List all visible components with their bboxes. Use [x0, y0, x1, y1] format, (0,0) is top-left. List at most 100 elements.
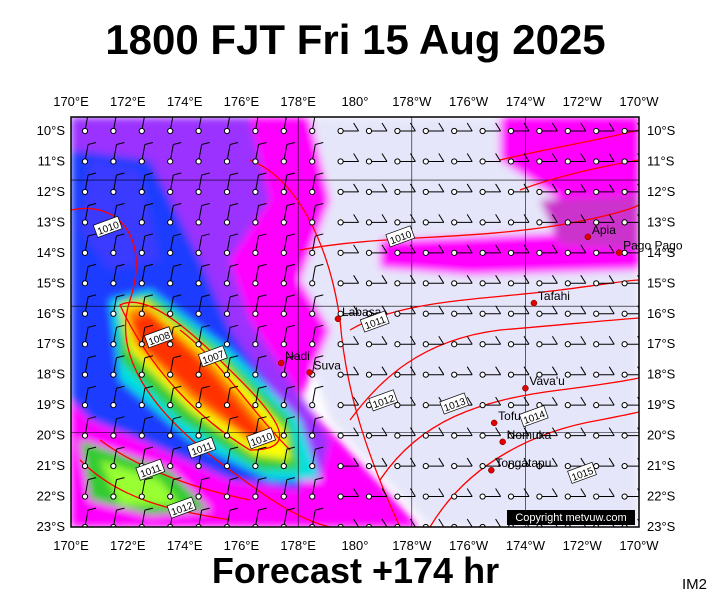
isobars: [71, 129, 639, 527]
wind-barb: [81, 172, 97, 196]
wind-barb: [451, 275, 473, 287]
place-name: Suva: [314, 358, 342, 372]
lon-label: 180°: [342, 94, 369, 109]
lon-label: 178°W: [392, 538, 432, 553]
wind-barb: [422, 183, 445, 196]
wind-barb: [195, 416, 210, 439]
wind-barb: [394, 305, 416, 317]
wind-barb: [451, 244, 473, 256]
wind-barb: [81, 355, 97, 378]
isobar-line: [379, 377, 639, 481]
wind-barb: [138, 324, 153, 348]
lat-label-right: 16°S: [647, 306, 676, 321]
place-name: Tafahi: [538, 289, 570, 303]
wind-barb: [536, 244, 558, 256]
wind-barb: [536, 122, 558, 135]
wind-barb: [223, 385, 239, 409]
wind-barb: [167, 117, 174, 135]
wind-barb: [167, 416, 182, 439]
wind-barb: [365, 488, 388, 500]
wind-barb: [167, 446, 182, 470]
place-marker: Vava'u: [522, 374, 565, 392]
wind-barb: [223, 202, 239, 226]
wind-barb: [451, 214, 473, 226]
wind-barb: [309, 385, 324, 409]
wind-barb: [337, 183, 360, 196]
wind-barb: [593, 122, 615, 135]
wind-barb: [422, 153, 445, 165]
wind-barb: [564, 427, 587, 439]
place-marker: Apia: [584, 223, 616, 241]
wind-barb: [280, 233, 295, 256]
wind-barb: [337, 122, 360, 135]
isobar-line: [349, 279, 639, 331]
wind-barb: [394, 366, 416, 378]
wind-barb: [167, 385, 182, 409]
wind-barb: [365, 457, 388, 470]
wind-barb: [536, 366, 558, 378]
lat-label-right: 19°S: [647, 397, 676, 412]
lat-label-left: 13°S: [37, 214, 66, 229]
place-name: Vava'u: [529, 374, 564, 388]
wind-barb: [394, 122, 416, 135]
wind-barb: [337, 457, 360, 470]
lon-label: 178°E: [280, 538, 316, 553]
place-name: Nadi: [285, 349, 310, 363]
wind-barb: [451, 122, 473, 135]
wind-barb: [394, 244, 416, 256]
wind-barb: [394, 153, 416, 165]
wind-barb: [110, 416, 125, 439]
wind-barb: [280, 202, 295, 226]
wind-barb: [451, 183, 473, 196]
lat-label-right: 13°S: [647, 214, 676, 229]
wind-barb: [365, 244, 388, 256]
wind-barb: [564, 275, 587, 287]
wind-barb: [422, 214, 445, 226]
wind-barb: [138, 477, 153, 500]
lat-label-left: 19°S: [37, 397, 66, 412]
wind-barb: [394, 335, 416, 348]
wind-barb: [394, 457, 416, 470]
wind-barb: [167, 172, 182, 196]
wind-barb: [593, 366, 615, 378]
wind-barb: [479, 335, 502, 348]
lat-label-right: 10°S: [647, 123, 676, 138]
wind-barb: [365, 366, 388, 378]
wind-barb: [451, 305, 473, 317]
wind-barb: [593, 244, 615, 256]
wind-barb: [252, 385, 267, 409]
wind-barb: [252, 355, 267, 378]
wind-barb: [451, 427, 473, 439]
isobar-line: [179, 329, 291, 451]
wind-barb: [138, 385, 153, 409]
wind-barb: [110, 233, 125, 256]
place-name: Apia: [592, 223, 616, 237]
wind-barb: [280, 416, 295, 439]
wind-barb: [337, 427, 360, 439]
wind-barb: [337, 335, 360, 348]
wind-barb: [365, 122, 388, 135]
isobar-line: [119, 301, 281, 451]
lon-label: 176°E: [224, 538, 260, 553]
wind-barb: [81, 446, 97, 470]
wind-barb: [223, 355, 239, 378]
wind-barb: [451, 366, 473, 378]
lat-label-left: 20°S: [37, 428, 66, 443]
wind-barb: [309, 172, 324, 196]
wind-barb: [280, 117, 287, 135]
lat-label-left: 16°S: [37, 306, 66, 321]
wind-barb: [593, 427, 615, 439]
wind-barb: [309, 477, 324, 500]
wind-barb: [479, 427, 502, 439]
wind-barb: [195, 117, 202, 135]
wind-barb: [195, 385, 210, 409]
wind-barb: [337, 244, 360, 256]
wind-barb: [252, 202, 267, 226]
wind-barb: [507, 183, 530, 196]
wind-barb: [223, 477, 239, 500]
wind-barb: [195, 142, 210, 165]
wind-barb: [223, 294, 239, 317]
wind-barb: [507, 153, 530, 165]
wind-barb: [564, 305, 587, 317]
wind-barb: [81, 324, 97, 348]
